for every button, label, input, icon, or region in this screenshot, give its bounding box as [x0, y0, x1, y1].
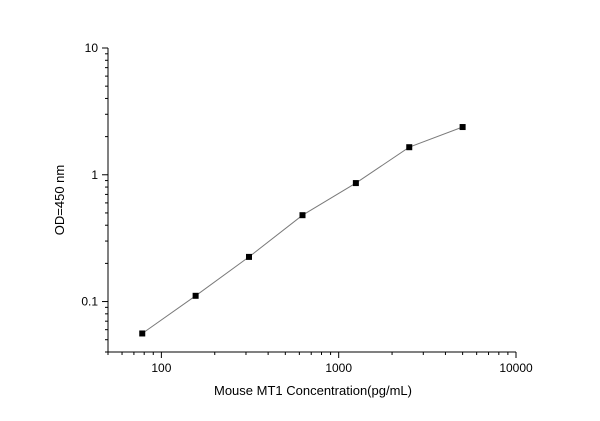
- data-point-marker: [139, 330, 146, 337]
- data-point-marker: [459, 124, 466, 131]
- data-point-marker: [245, 253, 252, 260]
- ticks: 100 1000 10000 0.1 1 10: [81, 41, 533, 375]
- axes: [107, 48, 516, 353]
- x-tick-label: 1000: [325, 361, 352, 375]
- x-tick-label: 100: [151, 361, 171, 375]
- y-tick-label: 1: [91, 168, 98, 182]
- data-point-marker: [192, 292, 199, 299]
- x-axis-title: Mouse MT1 Concentration(pg/mL): [214, 383, 412, 398]
- series: [139, 124, 466, 337]
- y-tick-label: 0.1: [81, 295, 98, 309]
- y-tick-label: 10: [85, 41, 99, 55]
- data-point-marker: [352, 180, 359, 187]
- data-point-marker: [406, 144, 413, 151]
- series-line: [141, 126, 463, 334]
- y-axis-title: OD=450 nm: [52, 165, 67, 235]
- data-point-marker: [299, 212, 306, 219]
- x-tick-label: 10000: [499, 361, 533, 375]
